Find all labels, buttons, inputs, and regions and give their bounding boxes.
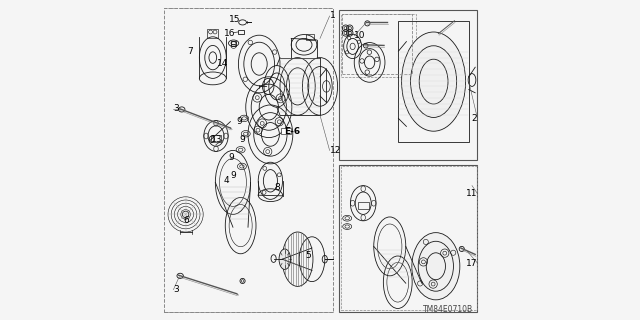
Text: 2: 2 — [471, 114, 477, 123]
Bar — [231, 41, 236, 46]
Text: 7: 7 — [187, 47, 193, 56]
Bar — [340, 166, 477, 310]
Text: 17: 17 — [466, 259, 477, 268]
Text: 16: 16 — [224, 29, 236, 38]
Ellipse shape — [412, 233, 460, 300]
Text: 3: 3 — [173, 285, 179, 294]
Text: 5: 5 — [306, 252, 311, 260]
Bar — [164, 8, 333, 312]
Bar — [358, 202, 369, 209]
Text: 8: 8 — [275, 183, 280, 192]
Bar — [342, 14, 412, 74]
Ellipse shape — [279, 249, 291, 269]
Text: TM84E0710B: TM84E0710B — [423, 305, 473, 314]
Bar — [398, 21, 468, 142]
Bar — [339, 10, 477, 160]
Text: 1: 1 — [330, 12, 335, 20]
Text: 9: 9 — [229, 153, 234, 162]
Bar — [281, 128, 291, 134]
Text: 9: 9 — [236, 117, 242, 126]
Text: 3: 3 — [173, 104, 179, 113]
Text: 13: 13 — [211, 135, 223, 144]
Ellipse shape — [402, 32, 466, 131]
Text: 9: 9 — [230, 171, 236, 180]
Text: 14: 14 — [217, 60, 228, 68]
Bar — [207, 29, 218, 38]
Bar — [339, 165, 477, 312]
Bar — [340, 14, 416, 77]
Text: 15: 15 — [229, 15, 240, 24]
Bar — [238, 30, 244, 34]
Text: E-6: E-6 — [284, 127, 300, 136]
Text: 6: 6 — [183, 216, 189, 225]
Bar — [211, 135, 221, 142]
Text: 10: 10 — [355, 31, 365, 40]
Bar — [306, 34, 314, 40]
Text: 12: 12 — [330, 146, 341, 155]
Text: 11: 11 — [466, 189, 477, 198]
Text: 4: 4 — [224, 176, 230, 185]
Text: 9: 9 — [239, 135, 245, 144]
